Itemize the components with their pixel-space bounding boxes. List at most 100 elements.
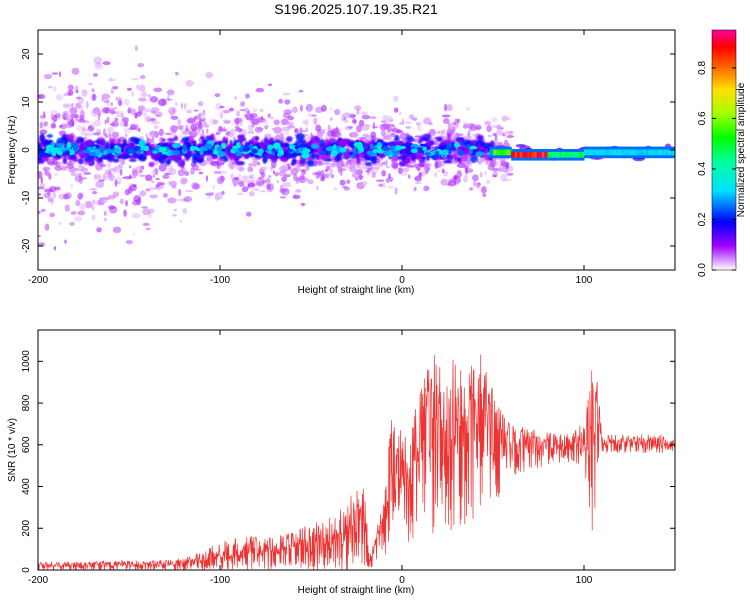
heatmap-cell [40,155,49,162]
heatmap-cell [567,151,570,158]
heatmap-cell [39,133,45,142]
colorbar-gradient [711,29,737,271]
heatmap-cell [362,133,369,137]
heatmap-cell [392,150,400,154]
heatmap-cell [130,108,137,116]
x-tick-label: -200 [28,575,48,586]
heatmap-cell [185,79,194,87]
heatmap-cell [40,208,46,213]
heatmap-cell [153,168,159,176]
heatmap-cell [469,123,478,132]
heatmap-cell [210,160,220,167]
heatmap-cell [281,176,287,182]
heatmap-cell [336,153,343,157]
heatmap-cell [116,155,123,160]
heatmap-cell [662,149,665,156]
heatmap-cell [605,149,609,156]
heatmap-cell [520,151,523,158]
snr-series-line [38,354,675,570]
heatmap-cell [509,149,512,156]
heatmap-cell [57,150,63,156]
heatmap-cell [565,151,569,158]
heatmap-cell [247,182,256,188]
heatmap-cell [121,117,130,123]
heatmap-cell [287,165,292,170]
heatmap-cell [377,144,382,151]
heatmap-cell [245,93,250,99]
heatmap-cell [249,113,258,119]
heatmap-cell [441,114,451,118]
heatmap-cell [631,149,634,156]
heatmap-cell [222,109,231,114]
heatmap-cell [103,150,108,156]
heatmap-cell [311,152,316,160]
heatmap-cell [182,207,188,215]
heatmap-cell [391,128,400,133]
heatmap-cell [594,149,598,156]
heatmap-cell [150,120,160,125]
heatmap-cell [307,160,314,164]
heatmap-cell [79,115,85,121]
heatmap-cell [108,170,113,179]
heatmap-cell [446,133,452,142]
heatmap-cell [436,136,443,142]
heatmap-cell [454,132,459,136]
heatmap-cell [74,167,81,172]
heatmap-cell [457,133,464,137]
heatmap-cell [518,151,521,158]
heatmap-cell [596,149,600,156]
heatmap-cell [268,174,272,179]
heatmap-cell [147,208,155,214]
heatmap-cell [40,176,44,184]
y-tick-label: 200 [21,519,32,536]
heatmap-cell [354,148,359,154]
heatmap-cell [477,143,482,150]
heatmap-cell [92,191,98,195]
heatmap-cell [484,120,492,126]
heatmap-cell [287,163,290,167]
heatmap-cell [93,56,103,64]
heatmap-cell [468,148,473,155]
heatmap-cell [185,109,193,114]
heatmap-cell [71,67,80,75]
heatmap-cell [456,162,466,168]
heatmap-cell [622,149,625,156]
heatmap-cell [479,171,483,178]
heatmap-cell [50,113,54,121]
heatmap-cell [77,210,86,216]
heatmap-cell [195,115,202,120]
heatmap-cell [123,98,130,106]
heatmap-cell [406,136,414,142]
colorbar-tick-label: 0.8 [697,61,708,75]
heatmap-cell [106,116,110,124]
heatmap-cell [305,103,314,112]
heatmap-cell [446,142,452,149]
heatmap-cell [112,158,120,163]
heatmap-cell [93,119,102,127]
heatmap-marks [38,45,675,251]
heatmap-cell [119,168,123,176]
heatmap-cell [286,125,296,129]
heatmap-cell [338,139,347,146]
heatmap-cell [157,98,167,107]
heatmap-cell [335,132,343,136]
heatmap-cell [65,134,75,140]
heatmap-cell [190,140,196,145]
heatmap-cell [580,151,583,158]
colorbar: 0.0 0.2 0.4 0.6 0.8 Normalized spectral ampl… [697,29,747,277]
heatmap-cell [452,153,457,158]
heatmap-cell [67,89,74,96]
heatmap-cell [278,165,288,173]
heatmap-cell [475,124,482,131]
y-tick-label: 400 [21,478,32,495]
heatmap-cell [487,163,495,171]
heatmap-cell [269,137,275,143]
heatmap-cell [380,120,387,123]
heatmap-cell [313,117,318,126]
heatmap-cell [280,143,289,148]
heatmap-cell [418,159,426,163]
heatmap-cell [433,141,439,146]
heatmap-cell [255,87,265,93]
heatmap-cell [279,195,287,199]
heatmap-cell [108,205,116,210]
